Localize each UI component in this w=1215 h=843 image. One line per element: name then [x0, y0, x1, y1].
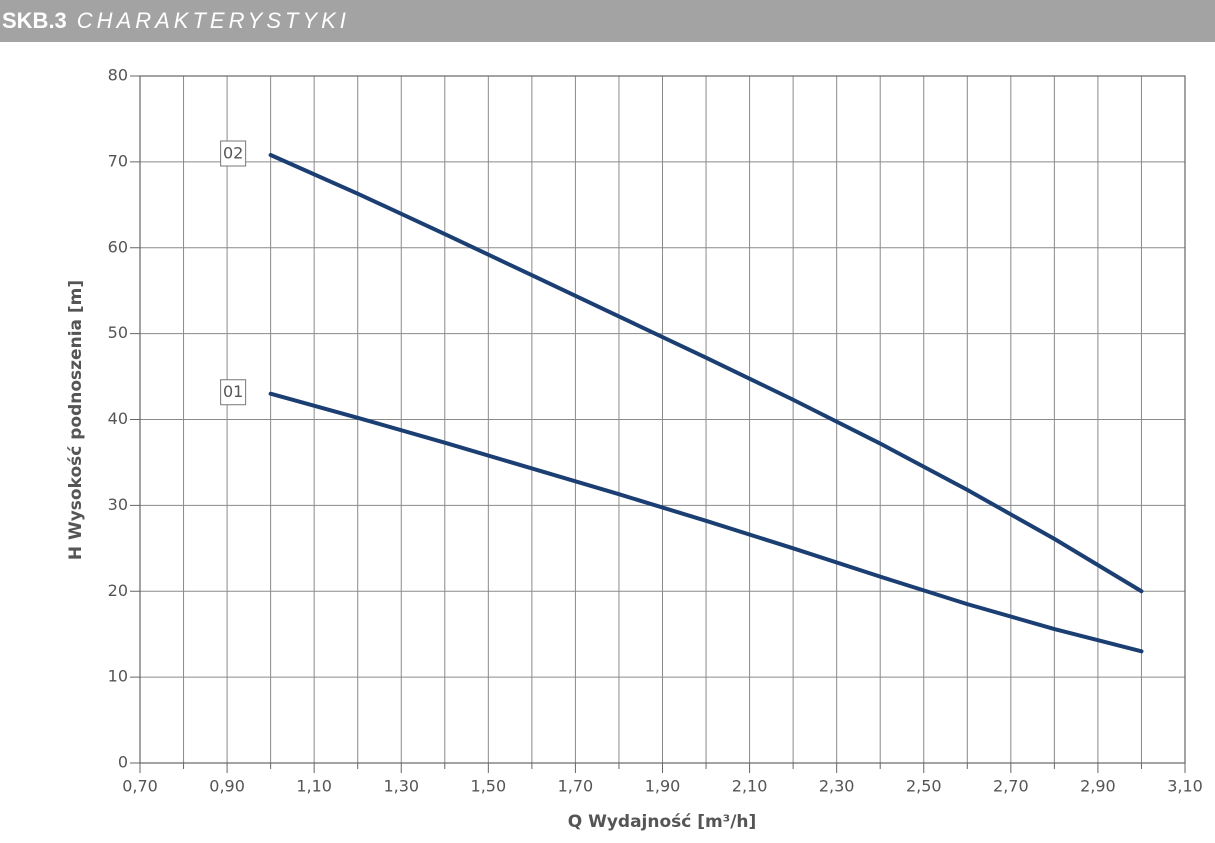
x-tick-label: 1,70	[558, 777, 594, 796]
x-tick-label: 2,10	[732, 777, 768, 796]
x-tick-label: 0,70	[122, 777, 158, 796]
x-tick-label: 1,30	[383, 777, 419, 796]
series-label: 01	[223, 382, 243, 401]
x-tick-label: 1,90	[645, 777, 681, 796]
y-tick-label: 40	[108, 409, 128, 428]
y-tick-label: 80	[108, 66, 128, 85]
series-label-box	[220, 379, 247, 406]
x-tick-label: 3,10	[1167, 777, 1203, 796]
x-tick-label: 2,30	[819, 777, 855, 796]
x-tick-label: 1,10	[296, 777, 332, 796]
title-code: SKB.3	[2, 8, 67, 33]
x-tick-label: 2,90	[1080, 777, 1116, 796]
x-tick-label: 1,50	[471, 777, 507, 796]
chart-title: CHARAKTERYSTYKI	[76, 8, 350, 33]
x-tick-label: 0,90	[209, 777, 245, 796]
y-tick-label: 60	[108, 237, 128, 256]
y-tick-label: 10	[108, 667, 128, 686]
title-bar: SKB.3 CHARAKTERYSTYKI	[0, 0, 1215, 42]
series-line	[268, 391, 1144, 654]
y-axis-title: H Wysokość podnoszenia [m]	[66, 280, 86, 560]
y-tick-label: 70	[108, 151, 128, 170]
y-tick-label: 50	[108, 323, 128, 342]
y-tick-label: 0	[118, 753, 128, 772]
y-tick-label: 30	[108, 495, 128, 514]
series-label: 02	[223, 144, 243, 163]
x-tick-label: 2,70	[993, 777, 1029, 796]
series-label-box	[220, 140, 247, 167]
y-tick-label: 20	[108, 581, 128, 600]
x-tick-label: 2,50	[906, 777, 942, 796]
x-axis-title: Q Wydajność [m³/h]	[568, 812, 757, 832]
series-line	[268, 153, 1144, 594]
plot-border	[139, 75, 1186, 764]
